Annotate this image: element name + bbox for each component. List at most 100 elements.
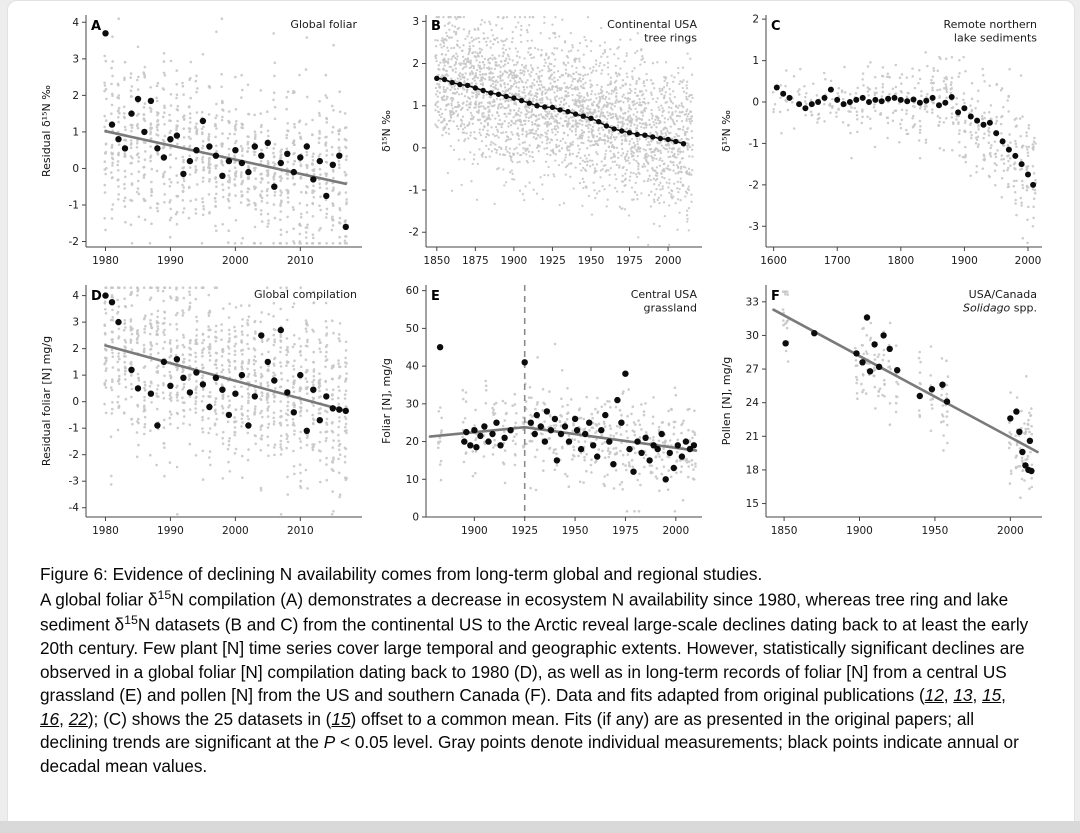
- panel-annotation: Central USA: [631, 288, 698, 301]
- y-tick-label: 30: [746, 330, 759, 342]
- figure-panels: 1980 1990 2000 2010 -2 -1 0 1 2 3 4 Residual δ¹⁵N ‰…: [8, 1, 1074, 547]
- y-tick-label: 2: [72, 343, 79, 355]
- caption-text: 15: [157, 587, 172, 602]
- y-tick-label: 15: [746, 498, 759, 510]
- y-tick-label: -1: [69, 423, 79, 435]
- y-tick-label: 2: [752, 14, 759, 26]
- caption-text: ) offset to a common mean. Fits (if any)…: [40, 708, 975, 753]
- panel-c: 1600 1700 1800 1900 2000 -3 -2 -1 0 1 2 δ¹⁵N ‰ C Remo…: [718, 9, 1048, 277]
- caption-text: ,: [1001, 685, 1006, 706]
- y-tick-label: 0: [72, 163, 79, 175]
- panel-annotation: grassland: [644, 302, 697, 315]
- x-tick-label: 1600: [760, 255, 787, 267]
- x-tick-label: 1900: [951, 255, 978, 267]
- y-tick-label: -1: [749, 138, 759, 150]
- y-tick-label: -3: [749, 221, 759, 233]
- y-tick-label: -3: [69, 476, 79, 488]
- y-tick-label: 0: [752, 97, 759, 109]
- x-tick-label: 1900: [501, 255, 528, 267]
- y-tick-label: -2: [69, 449, 79, 461]
- x-tick-label: 2010: [287, 525, 314, 537]
- x-tick-label: 2000: [662, 525, 689, 537]
- x-tick-label: 1900: [846, 525, 873, 537]
- x-tick-label: 1900: [461, 525, 488, 537]
- y-tick-label: 1: [752, 55, 759, 67]
- y-tick-label: 3: [72, 317, 79, 329]
- y-tick-label: 0: [412, 512, 419, 524]
- y-tick-label: 0: [72, 396, 79, 408]
- x-tick-label: 1975: [612, 525, 639, 537]
- y-tick-label: -2: [69, 236, 79, 248]
- reference-link[interactable]: 12: [924, 685, 944, 706]
- panel-e-chart: 1900 1925 1950 1975 2000 0 10 20 30 40 50 60 Foliar …: [380, 285, 702, 537]
- caption-text: < 0.05 level. Gray points denote individ…: [40, 732, 1019, 776]
- panel-annotation: tree rings: [644, 32, 697, 45]
- y-tick-label: 30: [406, 398, 419, 410]
- x-tick-label: 1875: [462, 255, 489, 267]
- caption-text: ,: [943, 685, 954, 706]
- y-tick-label: 24: [746, 397, 760, 409]
- y-tick-label: 2: [412, 58, 419, 70]
- y-tick-label: 3: [412, 16, 419, 28]
- x-tick-label: 2010: [287, 255, 314, 267]
- x-tick-label: 2000: [222, 525, 249, 537]
- x-tick-label: 1980: [92, 255, 119, 267]
- y-tick-label: 1: [72, 370, 79, 382]
- panel-label: F: [771, 289, 780, 304]
- y-tick-label: -2: [409, 227, 419, 239]
- y-tick-label: 0: [412, 142, 419, 154]
- y-axis-label: Residual δ¹⁵N ‰: [40, 85, 53, 177]
- reference-link[interactable]: 13: [953, 685, 973, 706]
- panel-b-chart: 1850 1875 1900 1925 1950 1975 2000 -2 -1 0 1 2 3 δ¹⁵N…: [380, 15, 702, 267]
- y-tick-label: 33: [746, 296, 759, 308]
- reference-link[interactable]: 22: [68, 708, 88, 729]
- panel-label: B: [431, 19, 441, 34]
- x-tick-label: 1990: [157, 525, 184, 537]
- y-axis-label: Residual foliar [N] mg/g: [40, 336, 53, 466]
- panel-c-chart: 1600 1700 1800 1900 2000 -3 -2 -1 0 1 2 δ¹⁵N ‰ C Remo…: [720, 14, 1042, 267]
- y-tick-label: -4: [69, 502, 80, 514]
- panel-annotation: Continental USA: [607, 18, 697, 31]
- panel-label: D: [91, 289, 102, 304]
- panel-d: 1980 1990 2000 2010 -4 -3 -2 -1 0 1 2 3 4 Residual fo…: [38, 279, 368, 547]
- x-tick-label: 1850: [771, 525, 798, 537]
- y-tick-label: 18: [746, 464, 759, 476]
- x-tick-label: 1950: [562, 525, 589, 537]
- reference-link[interactable]: 15: [982, 685, 1002, 706]
- y-tick-label: 1: [412, 100, 419, 112]
- panel-a: 1980 1990 2000 2010 -2 -1 0 1 2 3 4 Residual δ¹⁵N ‰…: [38, 9, 368, 277]
- x-tick-label: 2000: [655, 255, 682, 267]
- caption-text: N compilation (A) demonstrates a decreas…: [40, 589, 1009, 635]
- y-tick-label: 40: [406, 361, 419, 373]
- y-tick-label: -2: [749, 179, 759, 191]
- panel-label: C: [771, 19, 781, 34]
- panel-f-chart: 1850 1900 1950 2000 15 18 21 24 27 30 33 Pollen [N]…: [720, 285, 1042, 537]
- panel-a-chart: 1980 1990 2000 2010 -2 -1 0 1 2 3 4 Residual δ¹⁵N ‰…: [40, 15, 362, 267]
- caption-text: A global foliar δ: [40, 589, 158, 610]
- y-tick-label: 50: [406, 323, 419, 335]
- x-tick-label: 1950: [578, 255, 605, 267]
- panel-annotation: Remote northern: [943, 18, 1037, 31]
- y-tick-label: 4: [72, 17, 79, 29]
- y-tick-label: 1: [72, 126, 79, 138]
- x-tick-label: 1800: [887, 255, 914, 267]
- y-tick-label: 10: [406, 474, 419, 486]
- reference-link[interactable]: 15: [331, 708, 351, 729]
- panel-annotation: USA/Canada: [969, 288, 1037, 301]
- figure-card: 1980 1990 2000 2010 -2 -1 0 1 2 3 4 Residual δ¹⁵N ‰…: [7, 0, 1075, 823]
- y-tick-label: 60: [406, 285, 419, 297]
- caption-text: Figure 6: Evidence of declining N availa…: [40, 564, 763, 584]
- panel-b: 1850 1875 1900 1925 1950 1975 2000 -2 -1 0 1 2 3 δ¹⁵N…: [378, 9, 708, 277]
- y-tick-label: -1: [409, 185, 419, 197]
- panel-label: E: [431, 289, 440, 304]
- panel-e: 1900 1925 1950 1975 2000 0 10 20 30 40 50 60 Foliar …: [378, 279, 708, 547]
- caption-text: 15: [124, 612, 138, 627]
- y-axis-label: δ¹⁵N ‰: [720, 110, 733, 152]
- panel-annotation: lake sediments: [954, 32, 1037, 45]
- panel-label: A: [91, 19, 101, 34]
- panel-f: 1850 1900 1950 2000 15 18 21 24 27 30 33 Pollen [N]…: [718, 279, 1048, 547]
- reference-link[interactable]: 16: [40, 708, 60, 729]
- figure-caption: Figure 6: Evidence of declining N availa…: [40, 563, 1032, 779]
- bottom-strip: [0, 821, 1080, 833]
- x-tick-label: 1990: [157, 255, 184, 267]
